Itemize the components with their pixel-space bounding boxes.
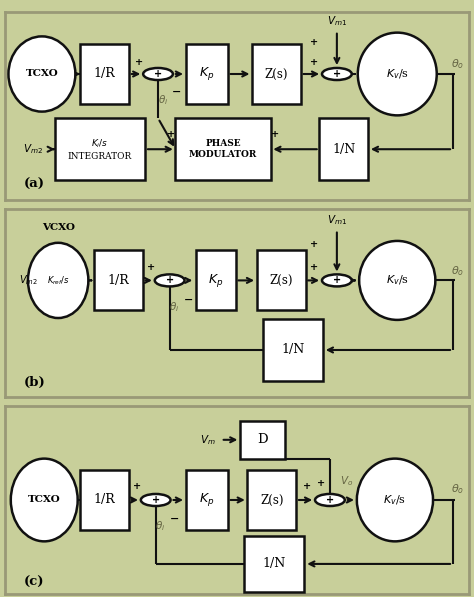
Text: +: + (133, 482, 141, 491)
Bar (247, 470, 296, 530)
Text: +: + (310, 59, 318, 67)
Text: +: + (154, 69, 162, 79)
Circle shape (155, 275, 184, 287)
Text: Z(s): Z(s) (265, 67, 288, 81)
Text: +: + (136, 59, 144, 67)
Text: (b): (b) (23, 376, 45, 389)
Text: Z(s): Z(s) (260, 494, 283, 506)
Ellipse shape (358, 33, 437, 115)
Bar (319, 118, 368, 180)
Bar (80, 470, 129, 530)
Bar (175, 118, 271, 180)
Text: PHASE
MODULATOR: PHASE MODULATOR (189, 139, 257, 159)
Bar (94, 250, 143, 310)
Text: $K_v$/s: $K_v$/s (386, 67, 409, 81)
Bar (186, 470, 228, 530)
Text: $\theta_o$: $\theta_o$ (451, 264, 464, 278)
Bar (240, 421, 284, 458)
Text: $K_v$/s: $K_v$/s (386, 273, 409, 287)
Text: $K_i/s$
INTEGRATOR: $K_i/s$ INTEGRATOR (68, 137, 132, 161)
Text: $\theta_i$: $\theta_i$ (157, 93, 168, 107)
Text: $\theta_o$: $\theta_o$ (451, 482, 464, 496)
Text: TCXO: TCXO (26, 69, 58, 78)
Text: Z(s): Z(s) (269, 274, 293, 287)
Text: +: + (310, 38, 318, 47)
Text: +: + (165, 275, 173, 285)
Text: VCXO: VCXO (42, 223, 75, 232)
Text: D: D (257, 433, 268, 447)
Text: $\theta_o$: $\theta_o$ (451, 58, 464, 72)
Text: $V_{m2}$: $V_{m2}$ (18, 273, 37, 287)
Ellipse shape (9, 36, 75, 112)
Text: (c): (c) (23, 576, 44, 589)
Text: $K_{ref}/s$: $K_{ref}/s$ (47, 274, 70, 287)
Ellipse shape (357, 458, 433, 541)
Text: +: + (317, 479, 325, 488)
Text: +: + (333, 275, 341, 285)
Text: $K_p$: $K_p$ (199, 491, 214, 509)
Text: $V_{m1}$: $V_{m1}$ (327, 14, 347, 28)
Circle shape (143, 68, 173, 80)
Text: $K_v$/s: $K_v$/s (383, 493, 407, 507)
Bar (55, 118, 145, 180)
Circle shape (322, 68, 352, 80)
Text: 1/N: 1/N (263, 558, 286, 570)
Text: −: − (170, 513, 179, 524)
Text: +: + (333, 69, 341, 79)
Text: +: + (326, 495, 334, 505)
Circle shape (322, 275, 352, 287)
Text: $V_o$: $V_o$ (339, 474, 353, 488)
Circle shape (315, 494, 345, 506)
Ellipse shape (11, 458, 78, 541)
Text: $K_p$: $K_p$ (209, 272, 224, 289)
Text: TCXO: TCXO (28, 496, 61, 504)
Text: −: − (183, 294, 193, 304)
Text: (a): (a) (23, 179, 45, 192)
Text: $V_m$: $V_m$ (201, 433, 216, 447)
Text: +: + (310, 240, 318, 249)
Ellipse shape (28, 243, 88, 318)
Circle shape (141, 494, 171, 506)
Bar (257, 250, 306, 310)
Text: −: − (172, 85, 181, 97)
Text: +: + (152, 495, 160, 505)
Bar (244, 536, 304, 592)
Text: 1/R: 1/R (94, 67, 116, 81)
Bar (186, 44, 228, 104)
Bar (80, 44, 129, 104)
Text: $K_p$: $K_p$ (199, 66, 214, 82)
Text: +: + (167, 130, 175, 139)
Bar (252, 44, 301, 104)
Text: +: + (310, 263, 318, 272)
Text: 1/N: 1/N (281, 343, 304, 356)
Text: +: + (271, 130, 279, 139)
Bar (263, 319, 323, 381)
Text: +: + (302, 482, 311, 491)
Text: 1/R: 1/R (94, 494, 116, 506)
Text: 1/N: 1/N (332, 143, 356, 156)
Bar (196, 250, 236, 310)
Text: $\theta_i$: $\theta_i$ (169, 300, 180, 313)
Text: $\theta_i$: $\theta_i$ (155, 519, 165, 533)
Text: 1/R: 1/R (108, 274, 129, 287)
Ellipse shape (359, 241, 435, 320)
Text: $V_{m2}$: $V_{m2}$ (23, 142, 43, 156)
Text: +: + (147, 263, 155, 272)
Text: $V_{m1}$: $V_{m1}$ (327, 213, 347, 227)
